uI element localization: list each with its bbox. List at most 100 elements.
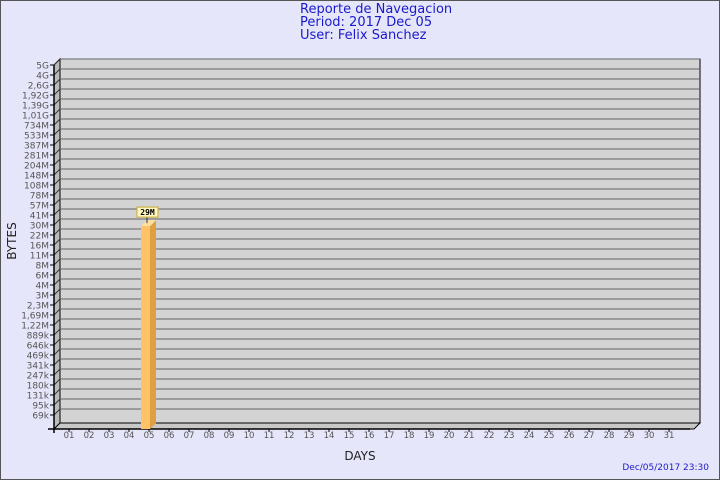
x-tick-label: 06	[164, 431, 175, 441]
y-tick-label: 11M	[30, 252, 49, 262]
x-tick-label: 13	[304, 431, 315, 441]
gridline-side	[53, 178, 61, 186]
gridline-side	[53, 278, 61, 286]
x-tick-label: 03	[104, 431, 115, 441]
y-tick-label: 5G	[36, 62, 49, 72]
gridline-side	[53, 388, 61, 396]
x-tick-label: 25	[544, 431, 555, 441]
x-tick-label: 11	[264, 431, 275, 441]
y-tick-label: 387M	[24, 142, 49, 152]
y-tick-label: 533M	[24, 132, 49, 142]
y-tick-label: 148M	[24, 172, 49, 182]
y-tick-label: 95k	[32, 402, 49, 412]
gridline-side	[53, 98, 61, 106]
gridline-side	[53, 168, 61, 176]
gridline-side	[53, 118, 61, 126]
x-tick-label: 23	[504, 431, 515, 441]
x-tick-label: 26	[564, 431, 575, 441]
y-tick-label: 2,6G	[28, 82, 49, 92]
x-tick-label: 09	[224, 431, 235, 441]
x-tick-label: 16	[364, 431, 375, 441]
x-tick-label: 22	[484, 431, 495, 441]
gridline-side	[53, 358, 61, 366]
y-tick-label: 108M	[24, 182, 49, 192]
gridline-side	[53, 238, 61, 246]
gridline-side	[53, 268, 61, 276]
y-tick-label: 204M	[24, 162, 49, 172]
gridline-side	[53, 228, 61, 236]
x-tick-label: 21	[464, 431, 475, 441]
x-tick-label: 28	[604, 431, 615, 441]
gridline-side	[53, 378, 61, 386]
y-tick-label: 78M	[30, 192, 49, 202]
gridline-side	[53, 198, 61, 206]
y-tick-label: 734M	[24, 122, 49, 132]
y-tick-label: 341k	[27, 362, 50, 372]
y-tick-label: 180k	[27, 382, 50, 392]
x-tick-label: 05	[144, 431, 155, 441]
gridline-side	[53, 68, 61, 76]
y-axis-label: BYTES	[5, 222, 19, 259]
x-tick-label: 17	[384, 431, 395, 441]
chart-user: User: Felix Sanchez	[300, 28, 427, 43]
gridline-side	[53, 58, 61, 66]
x-axis-label: DAYS	[344, 449, 375, 463]
y-tick-label: 1,39G	[22, 102, 49, 112]
gridline-side	[53, 88, 61, 96]
gridline-side	[53, 258, 61, 266]
y-tick-label: 6M	[36, 272, 50, 282]
gridline-side	[53, 328, 61, 336]
y-tick-label: 30M	[30, 222, 49, 232]
bar-top	[141, 220, 156, 227]
x-tick-label: 01	[64, 431, 75, 441]
data-label-box	[136, 206, 159, 218]
y-tick-label: 1,22M	[21, 322, 49, 332]
gridline-side	[53, 208, 61, 216]
y-tick-label: 889k	[27, 332, 50, 342]
gridline-side	[53, 338, 61, 346]
bar-side	[150, 220, 156, 429]
y-tick-label: 57M	[30, 202, 49, 212]
y-tick-label: 2,3M	[27, 302, 49, 312]
x-tick-label: 08	[204, 431, 215, 441]
plot-back-wall	[59, 58, 701, 424]
x-tick-label: 15	[344, 431, 355, 441]
x-tick-label: 31	[664, 431, 675, 441]
y-tick-label: 22M	[30, 232, 49, 242]
gridline-side	[53, 368, 61, 376]
y-tick-label: 247k	[27, 372, 50, 382]
x-tick-label: 19	[424, 431, 435, 441]
y-tick-label: 69k	[32, 412, 49, 422]
gridline-side	[53, 138, 61, 146]
gridline-side	[53, 318, 61, 326]
bar	[141, 226, 150, 429]
y-tick-label: 16M	[30, 242, 49, 252]
y-tick-label: 646k	[27, 342, 50, 352]
gridline-side	[53, 158, 61, 166]
timestamp: Dec/05/2017 23:30	[622, 463, 709, 473]
gridline-side	[53, 288, 61, 296]
gridline-side	[53, 108, 61, 116]
x-tick-label: 02	[84, 431, 95, 441]
chart-title: Reporte de Navegacion	[300, 2, 453, 17]
y-tick-label: 469k	[27, 352, 50, 362]
y-tick-label: 281M	[24, 152, 49, 162]
x-tick-label: 04	[124, 431, 135, 441]
x-tick-label: 30	[644, 431, 655, 441]
y-tick-label: 131k	[27, 392, 50, 402]
y-tick-label: 1,01G	[22, 112, 49, 122]
data-label: 29M	[140, 208, 155, 217]
x-tick-label: 14	[324, 431, 335, 441]
y-tick-label: 4M	[36, 282, 50, 292]
plot-floor	[52, 422, 702, 430]
gridline-side	[53, 308, 61, 316]
x-tick-label: 18	[404, 431, 415, 441]
gridline-side	[53, 218, 61, 226]
y-tick-label: 4G	[36, 72, 49, 82]
y-tick-label: 8M	[36, 262, 50, 272]
gridline-side	[53, 78, 61, 86]
gridline-side	[53, 348, 61, 356]
x-tick-label: 12	[284, 431, 295, 441]
x-tick-label: 07	[184, 431, 195, 441]
